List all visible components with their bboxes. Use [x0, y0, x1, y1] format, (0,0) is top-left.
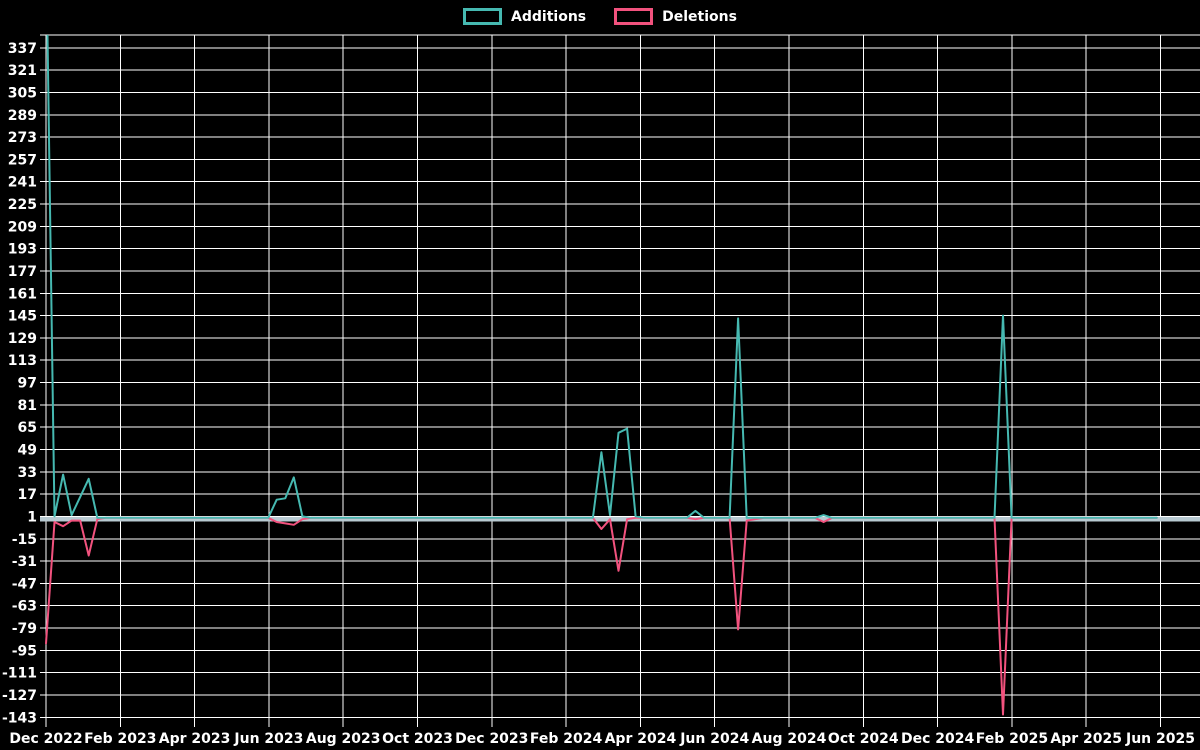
legend-item-deletions[interactable]: Deletions	[614, 8, 737, 25]
deletions-line	[45, 516, 1158, 716]
x-tick-label: Dec 2024	[901, 731, 975, 747]
x-tick-label: Apr 2023	[159, 731, 231, 747]
zero-baseline	[40, 517, 1200, 522]
x-tick-label: Apr 2025	[1050, 731, 1122, 747]
x-tick-label: Feb 2025	[976, 731, 1048, 747]
legend-item-additions[interactable]: Additions	[463, 8, 586, 25]
y-tick-label: -31	[12, 554, 37, 570]
y-tick-label: -63	[12, 599, 37, 615]
y-tick-label: 81	[18, 398, 37, 414]
y-tick-label: 321	[8, 63, 37, 79]
y-tick-label: 145	[8, 309, 37, 325]
deletions-legend-swatch	[614, 8, 654, 25]
x-tick-label: Dec 2022	[9, 731, 82, 747]
y-tick-label: 193	[8, 242, 37, 258]
y-tick-label: 225	[8, 197, 37, 213]
x-tick-label: Feb 2024	[530, 731, 603, 747]
y-tick-label: -79	[12, 621, 37, 637]
additions-line	[46, 35, 1158, 519]
y-tick-label: 241	[8, 175, 37, 191]
x-tick-label: Oct 2023	[382, 731, 453, 747]
y-tick-label: 33	[18, 465, 37, 481]
x-tick-label: Feb 2023	[84, 731, 156, 747]
x-tick-label: Dec 2023	[455, 731, 528, 747]
x-tick-label: Jun 2025	[1125, 731, 1195, 747]
y-tick-label: 177	[8, 264, 37, 280]
y-tick-label: -47	[12, 576, 37, 592]
series-layer	[45, 35, 1158, 716]
y-tick-label: 129	[8, 331, 37, 347]
y-tick-label: -111	[2, 666, 37, 682]
additions-legend-swatch	[463, 8, 503, 25]
zero-baseline-layer	[40, 517, 1200, 522]
y-tick-label: 65	[18, 420, 37, 436]
y-tick-label: 289	[8, 108, 37, 124]
y-tick-label: -127	[2, 688, 37, 704]
y-tick-label: 1	[27, 509, 37, 525]
y-tick-label: 161	[8, 286, 37, 302]
x-tick-label: Apr 2024	[605, 731, 677, 747]
y-tick-label: 209	[8, 219, 37, 235]
y-tick-label: 305	[8, 85, 37, 101]
x-tick-label: Jun 2023	[233, 731, 303, 747]
axis-labels-layer: 337 321 305 289 273 257 241 225 209 193 177 161 145 1…	[2, 41, 1195, 747]
y-tick-label: 97	[18, 376, 37, 392]
chart-grid	[40, 34, 1200, 727]
x-tick-label: Aug 2024	[752, 731, 827, 747]
x-tick-label: Oct 2024	[828, 731, 899, 747]
y-tick-label: -15	[12, 532, 37, 548]
deletions-legend-label: Deletions	[662, 8, 737, 25]
y-tick-label: 337	[8, 41, 37, 57]
y-tick-label: 257	[8, 152, 37, 168]
x-tick-label: Aug 2023	[306, 731, 381, 747]
x-tick-label: Jun 2024	[679, 731, 749, 747]
y-tick-label: 273	[8, 130, 37, 146]
y-tick-label: -95	[12, 643, 37, 659]
additions-legend-label: Additions	[511, 8, 587, 25]
y-tick-label: 113	[8, 353, 37, 369]
y-tick-label: 17	[18, 487, 37, 503]
y-tick-label: -143	[2, 710, 37, 726]
y-tick-label: 49	[18, 443, 37, 459]
chart-legend: Additions Deletions	[0, 8, 1200, 25]
